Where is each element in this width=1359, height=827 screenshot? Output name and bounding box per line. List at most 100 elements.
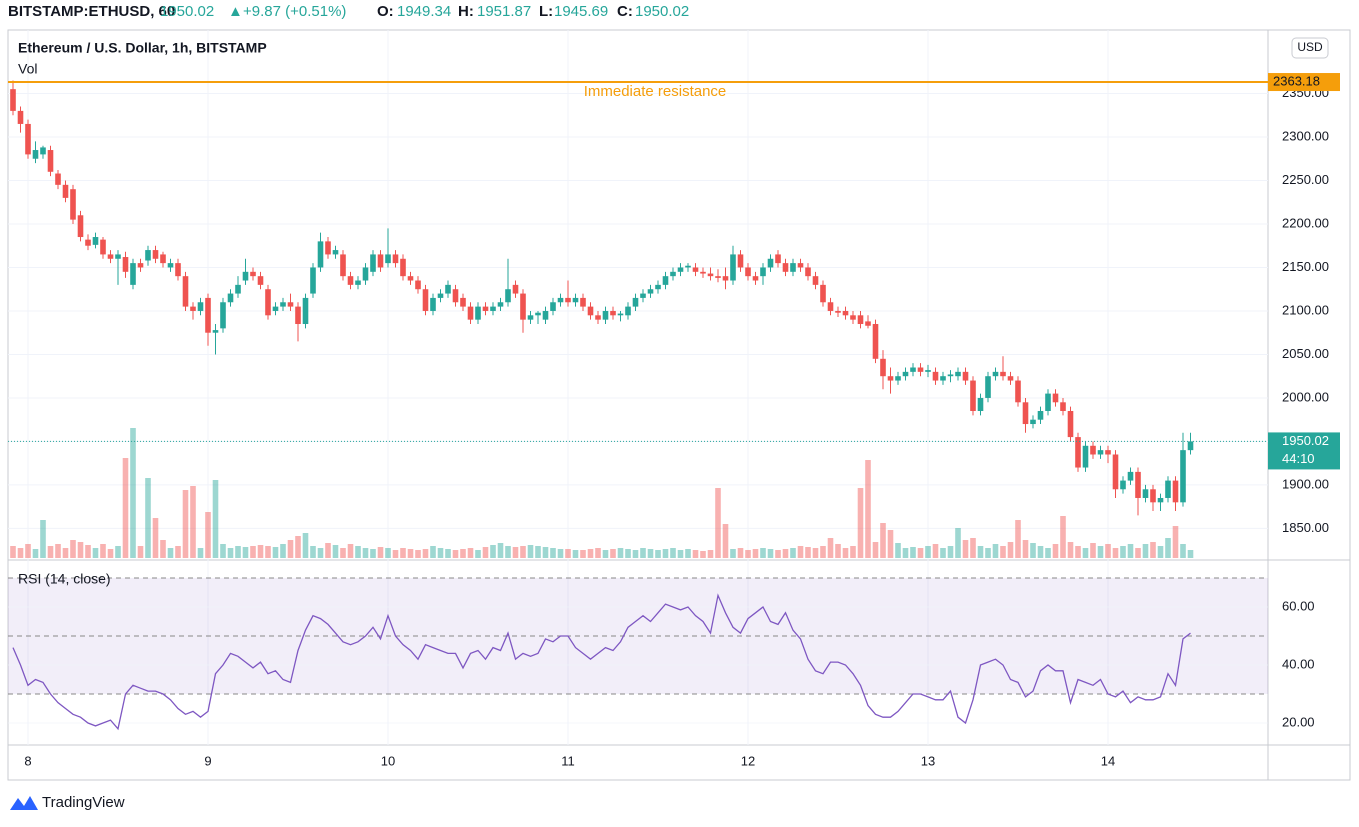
candle-body — [715, 276, 721, 278]
candle-body — [887, 376, 894, 381]
volume-bar — [715, 488, 721, 558]
x-tick-label: 13 — [921, 753, 935, 768]
volume-bar — [617, 548, 624, 558]
candle-body — [760, 267, 766, 277]
candle-body — [40, 147, 46, 155]
volume-bar — [1150, 542, 1156, 558]
candle-body — [257, 276, 264, 285]
candle-body — [955, 371, 961, 377]
candle-body — [317, 241, 324, 268]
candle-body — [767, 258, 774, 268]
volume-bar — [1187, 550, 1194, 558]
candle-body — [737, 254, 744, 268]
candle-body — [662, 276, 669, 285]
candle-body — [122, 257, 129, 272]
volume-bar — [85, 545, 91, 558]
currency-button[interactable] — [1291, 37, 1329, 59]
candle-body — [25, 123, 31, 155]
candle-body — [407, 276, 414, 281]
volume-bar — [32, 549, 39, 558]
change: +9.87 (+0.51%) — [243, 3, 346, 20]
candle-body — [1112, 454, 1119, 490]
candle-body — [850, 315, 856, 320]
candle-body — [670, 271, 676, 277]
candle-body — [1052, 393, 1059, 403]
volume-bar — [640, 548, 646, 558]
candle-body — [10, 89, 16, 111]
candle-body — [895, 376, 901, 381]
candle-body — [602, 310, 609, 320]
volume-bar — [392, 550, 399, 558]
volume-bar — [692, 550, 699, 558]
volume-bar — [340, 548, 346, 558]
volume-bar — [1022, 540, 1029, 558]
resistance-tag — [1268, 73, 1340, 92]
candle-body — [947, 374, 954, 377]
candle-body — [212, 330, 219, 333]
volume-bar — [970, 538, 976, 558]
candle-body — [235, 284, 241, 294]
candle-body — [47, 150, 54, 172]
candle-body — [77, 215, 84, 238]
candle-body — [1030, 419, 1036, 425]
volume-bar — [782, 549, 789, 558]
candle-body — [1142, 489, 1149, 498]
candle-body — [437, 293, 444, 298]
y-tick-label: 1850.00 — [1282, 520, 1329, 535]
volume-bar — [452, 550, 459, 558]
candle-body — [797, 263, 804, 268]
volume-bar — [295, 536, 301, 558]
volume-bar — [92, 548, 99, 558]
candle-body — [940, 376, 946, 381]
y-tick-label: 2150.00 — [1282, 259, 1329, 274]
volume-bar — [760, 548, 766, 558]
volume-bar — [1157, 546, 1164, 558]
volume-bar — [632, 550, 639, 558]
volume-bar — [925, 546, 931, 558]
candle-body — [310, 267, 316, 294]
volume-bar — [145, 478, 151, 558]
candle-body — [932, 371, 939, 381]
chart-frame — [7, 29, 1351, 781]
currency[interactable]: USD — [1297, 40, 1323, 54]
candle-body — [700, 271, 706, 274]
volume-bar — [415, 550, 421, 558]
volume-bar — [827, 538, 834, 558]
candle-body — [1045, 393, 1051, 411]
candle-body — [362, 267, 369, 281]
candle-body — [865, 321, 871, 326]
volume-bar — [77, 542, 84, 558]
close: 1950.02 — [635, 3, 689, 20]
candle-body — [902, 371, 909, 377]
volume-bar — [310, 546, 316, 558]
brand: TradingView — [42, 794, 125, 811]
candle-body — [835, 310, 841, 313]
volume-bar — [190, 486, 196, 558]
candle-body — [730, 254, 736, 281]
volume-bar — [1097, 546, 1104, 558]
candle-body — [92, 237, 99, 245]
y-tick-label: 2100.00 — [1282, 302, 1329, 317]
candle-body — [632, 297, 639, 307]
volume-bar — [467, 548, 474, 558]
labels: Ethereum / U.S. Dollar, 1h, BITSTAMP Vol… — [18, 37, 1340, 768]
candle-body — [475, 306, 481, 320]
volume-bar — [557, 549, 564, 558]
candle-body — [17, 110, 24, 124]
volume-bar — [182, 490, 189, 558]
candle-body — [197, 302, 204, 311]
last-price-value: 1950.02 — [1282, 433, 1329, 448]
volume-bar — [962, 540, 969, 558]
volume-bar — [152, 518, 159, 558]
volume-bar — [1142, 544, 1149, 558]
volume-bar — [1052, 544, 1059, 558]
candle-body — [827, 302, 834, 311]
candle-body — [925, 370, 931, 372]
candle-body — [842, 310, 849, 316]
volume-bar — [677, 550, 684, 558]
candle-body — [505, 289, 511, 303]
candle-body — [872, 324, 879, 359]
candle-body — [392, 254, 399, 264]
candle-body — [1000, 371, 1006, 377]
countdown: 44:10 — [1282, 451, 1315, 466]
